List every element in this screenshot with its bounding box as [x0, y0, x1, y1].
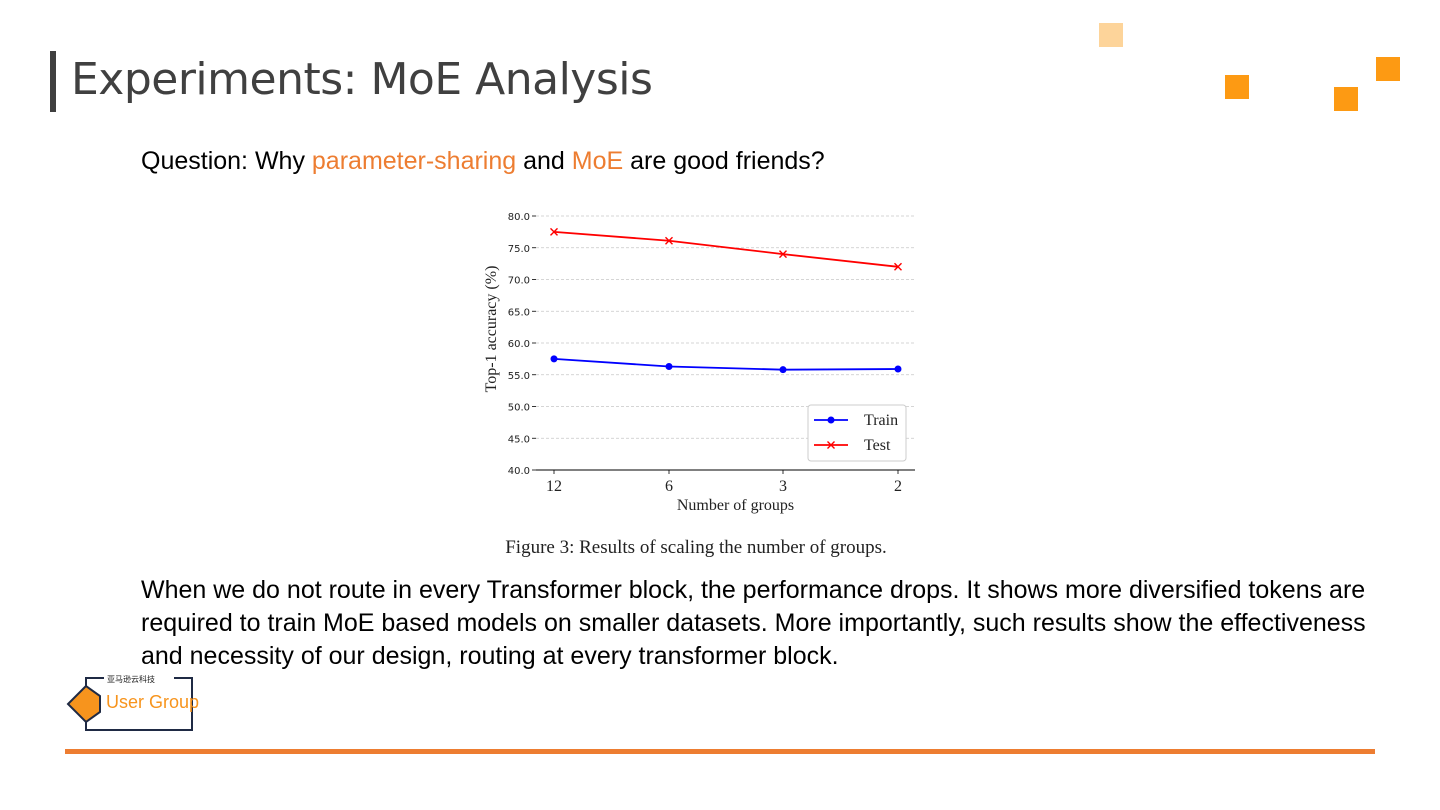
data-point-train	[894, 365, 902, 373]
series-line-train	[553, 357, 899, 371]
y-tick-label: 75.0	[508, 244, 530, 255]
y-tick-label: 80.0	[508, 212, 530, 223]
legend-marker-train	[827, 416, 835, 424]
x-tick-label: 3	[779, 478, 787, 495]
question-highlight-parameter-sharing: parameter-sharing	[311, 147, 517, 175]
data-point-test	[665, 236, 673, 245]
accuracy-chart: 40.0 45.0 50.0 55.0 60.0 65.0 70.0 75.0 80.0 12 6 3…	[483, 212, 915, 514]
question-prefix: Question: Why	[141, 147, 312, 175]
question-text: Question: Why parameter-sharing and MoE …	[141, 145, 825, 177]
series-line-test	[553, 230, 899, 268]
data-point-train	[665, 362, 673, 370]
body-paragraph: When we do not route in every Transforme…	[141, 576, 1366, 670]
y-tick-label: 70.0	[508, 276, 530, 287]
logo-text: User Group	[106, 692, 200, 712]
y-axis-label: Top-1 accuracy (%)	[483, 266, 500, 393]
legend-label-test: Test	[864, 437, 891, 454]
question-highlight-moe: MoE	[571, 147, 624, 175]
data-point-train	[779, 366, 787, 374]
y-tick-label: 65.0	[508, 307, 530, 318]
decor-square-2	[1334, 87, 1358, 111]
legend-label-train: Train	[864, 412, 898, 429]
y-tick-label: 45.0	[508, 434, 530, 445]
y-tick-label: 55.0	[508, 371, 530, 382]
y-tick-label: 40.0	[508, 466, 530, 477]
slide-title: Experiments: MoE Analysis	[71, 54, 653, 105]
figure-caption: Figure 3: Results of scaling the number …	[505, 537, 887, 558]
y-tick-label: 60.0	[508, 339, 530, 350]
footer-line	[65, 749, 1375, 754]
y-tick-label: 50.0	[508, 403, 530, 414]
decor-square-light	[1099, 23, 1123, 47]
data-point-test	[550, 227, 558, 236]
x-tick-label: 12	[546, 478, 562, 495]
x-tick-label: 2	[894, 478, 902, 495]
x-axis-label: Number of groups	[677, 497, 794, 514]
legend-marker-test	[827, 441, 835, 449]
user-group-logo	[66, 677, 193, 731]
data-point-train	[550, 355, 558, 363]
question-suffix: are good friends?	[623, 147, 825, 175]
title-accent-bar	[50, 51, 56, 112]
logo-chinese-text: 亚马逊云科技	[107, 675, 155, 684]
decor-square-1	[1225, 75, 1249, 99]
decor-square-3	[1376, 57, 1400, 81]
data-point-test	[779, 250, 787, 259]
x-tick-label: 6	[665, 478, 673, 495]
question-middle: and	[516, 147, 572, 175]
data-point-test	[894, 262, 902, 271]
